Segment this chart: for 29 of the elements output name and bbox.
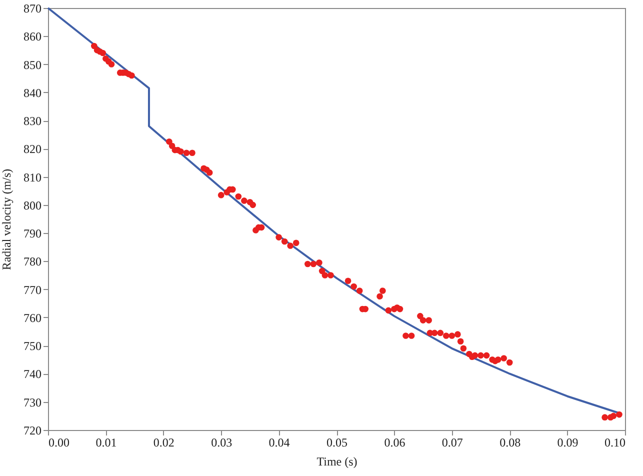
x-tick-label: 0.05 <box>326 436 348 450</box>
x-tick-label: 0.06 <box>384 436 406 450</box>
x-tick-label: 0.03 <box>211 436 232 450</box>
y-axis-title: Radial velocity (m/s) <box>0 168 14 270</box>
y-tick-label: 840 <box>24 86 42 100</box>
y-tick-label: 860 <box>24 30 42 44</box>
y-tick-label: 830 <box>24 114 42 128</box>
x-tick-label: 0.02 <box>153 436 174 450</box>
y-tick-label: 790 <box>24 226 42 241</box>
x-tick-label: 0.07 <box>442 436 463 450</box>
y-tick-label: 780 <box>24 254 42 269</box>
y-tick-label: 720 <box>24 424 42 438</box>
x-tick-label: 0.08 <box>500 436 521 450</box>
y-tick-label: 770 <box>24 282 42 297</box>
x-tick-label: 0.01 <box>96 436 117 450</box>
x-axis-title: Time (s) <box>316 454 358 468</box>
y-tick-label: 760 <box>24 310 42 325</box>
y-tick-label: 820 <box>24 142 42 156</box>
y-tick-label: 810 <box>24 170 42 184</box>
y-tick-label: 850 <box>24 58 42 72</box>
y-tick-label: 730 <box>24 395 42 410</box>
x-tick-label: 0.10 <box>604 436 626 450</box>
y-tick-label: 800 <box>24 198 42 212</box>
y-tick-label: 870 <box>24 2 42 16</box>
y-tick-label: 750 <box>24 339 42 354</box>
x-tick-label: 0.04 <box>268 436 290 450</box>
y-tick-label: 740 <box>24 367 42 382</box>
x-tick-label: 0.09 <box>557 436 578 450</box>
x-tick-label: 0.00 <box>48 436 70 450</box>
